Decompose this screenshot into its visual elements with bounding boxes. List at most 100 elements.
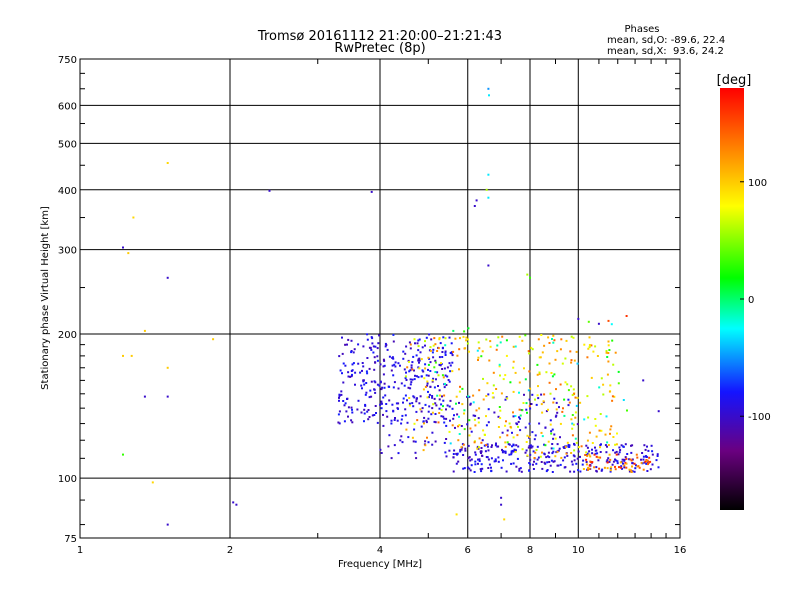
data-point	[600, 377, 603, 380]
data-point	[494, 460, 497, 463]
data-point	[392, 409, 395, 412]
data-point	[526, 434, 529, 437]
data-point	[415, 375, 418, 378]
data-point	[598, 467, 601, 470]
data-point	[549, 423, 552, 426]
data-point	[480, 470, 483, 473]
data-point	[430, 338, 433, 341]
data-point	[566, 454, 569, 457]
data-point	[433, 386, 436, 389]
data-point	[445, 424, 448, 427]
data-point	[409, 383, 412, 386]
data-point	[372, 351, 375, 354]
data-point	[647, 463, 649, 466]
data-point	[481, 454, 483, 457]
data-point	[376, 359, 379, 362]
data-point	[127, 252, 130, 255]
data-point	[367, 418, 370, 421]
data-point	[622, 399, 625, 401]
data-point	[431, 411, 434, 414]
data-point	[393, 381, 396, 384]
data-point	[478, 460, 481, 462]
data-point	[437, 347, 440, 350]
data-point	[388, 385, 391, 388]
data-point	[497, 456, 500, 459]
data-point	[599, 451, 602, 453]
data-point	[548, 381, 551, 384]
data-point	[418, 402, 421, 405]
x-tick-label: 8	[527, 545, 533, 556]
data-point	[408, 402, 411, 405]
data-point	[457, 439, 460, 442]
data-point	[419, 408, 422, 411]
data-point	[366, 372, 369, 375]
data-point	[385, 403, 388, 405]
data-point	[561, 362, 564, 365]
data-point	[480, 463, 483, 466]
data-point	[581, 463, 584, 466]
data-point	[496, 344, 499, 347]
data-point	[438, 407, 441, 410]
data-point	[540, 461, 543, 463]
data-point	[443, 421, 446, 424]
data-point	[633, 462, 636, 465]
data-point	[508, 443, 511, 446]
data-points	[122, 87, 660, 526]
data-point	[529, 453, 532, 456]
data-point	[444, 344, 447, 347]
data-point	[595, 435, 598, 438]
data-point	[338, 399, 340, 402]
data-point	[531, 348, 534, 351]
data-point	[480, 355, 483, 358]
data-point	[528, 405, 531, 408]
data-point	[544, 444, 547, 447]
data-point	[380, 402, 383, 405]
data-point	[468, 419, 471, 422]
data-point	[360, 411, 363, 414]
data-point	[475, 199, 478, 202]
data-point	[452, 470, 455, 473]
data-point	[624, 443, 627, 446]
data-point	[576, 396, 579, 399]
data-point	[542, 400, 545, 403]
data-point	[385, 344, 388, 346]
data-point	[351, 421, 354, 424]
data-point	[488, 463, 491, 466]
data-point	[490, 457, 493, 460]
data-point	[473, 471, 476, 473]
data-point	[482, 377, 484, 380]
data-point	[409, 378, 412, 381]
data-point	[380, 400, 383, 403]
data-point	[505, 470, 508, 473]
data-point	[470, 464, 473, 467]
data-point	[553, 433, 556, 436]
data-point	[405, 428, 408, 431]
y-tick-label: 200	[58, 330, 77, 341]
data-point	[572, 336, 575, 339]
data-point	[464, 347, 467, 350]
data-point	[374, 405, 377, 407]
data-point	[486, 443, 489, 446]
data-point	[122, 354, 124, 357]
data-point	[412, 355, 415, 358]
data-point	[500, 466, 503, 469]
data-point	[625, 315, 628, 317]
data-point	[413, 422, 416, 425]
data-point	[409, 343, 412, 346]
data-point	[575, 462, 578, 465]
data-point	[518, 408, 521, 411]
data-point	[526, 411, 528, 414]
data-point	[521, 339, 524, 342]
data-point	[616, 460, 619, 463]
data-point	[561, 410, 564, 413]
data-point	[545, 410, 548, 413]
data-point	[473, 441, 476, 444]
data-point	[599, 446, 601, 449]
data-point	[605, 350, 608, 353]
data-point	[413, 378, 416, 381]
data-point	[571, 427, 574, 430]
data-point	[132, 216, 135, 219]
data-point	[383, 364, 386, 367]
data-point	[494, 444, 497, 447]
data-point	[472, 401, 475, 404]
